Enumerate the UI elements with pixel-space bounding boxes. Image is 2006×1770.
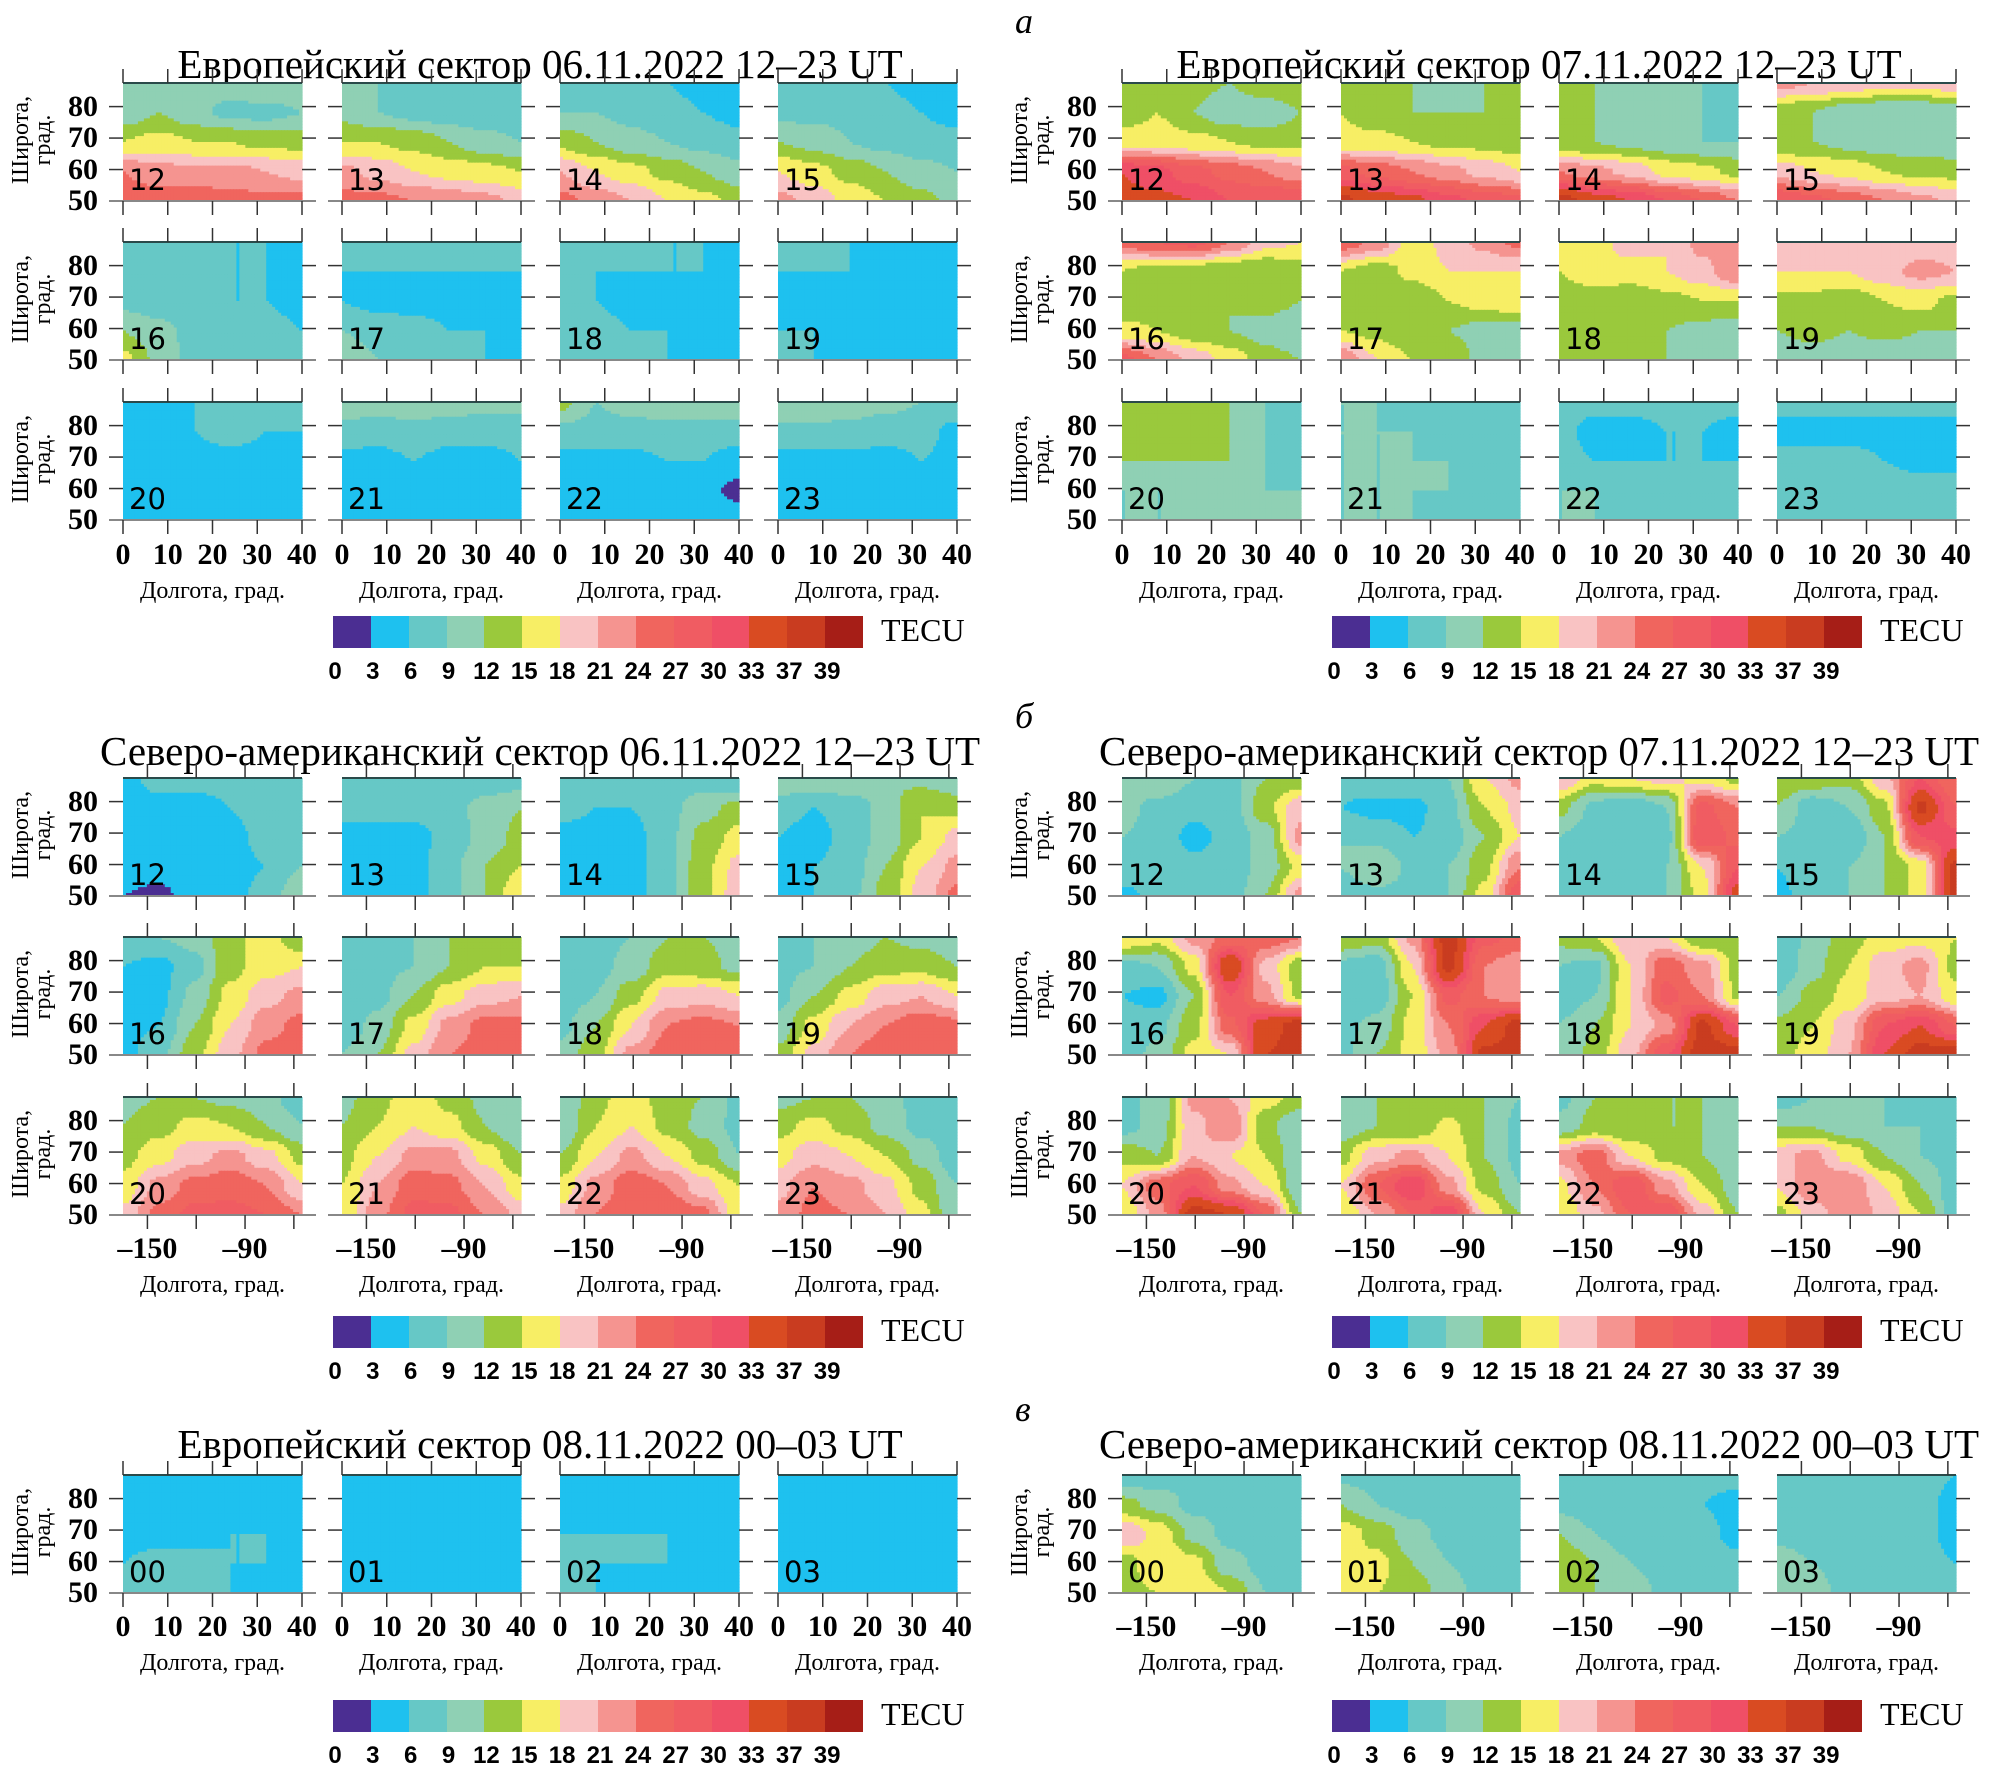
y-tick-label: 60 [48,153,98,187]
y-axis-label-line1: Широта, [10,90,32,190]
y-tick-label: 80 [48,90,98,124]
tec-map-panel [540,63,759,221]
y-tick-label: 70 [48,121,98,155]
tec-map-panel [103,63,322,221]
hour-label: 13 [348,163,385,197]
tec-map-panel [322,63,541,221]
y-tick-label: 50 [48,184,98,218]
hour-label: 12 [129,163,166,197]
